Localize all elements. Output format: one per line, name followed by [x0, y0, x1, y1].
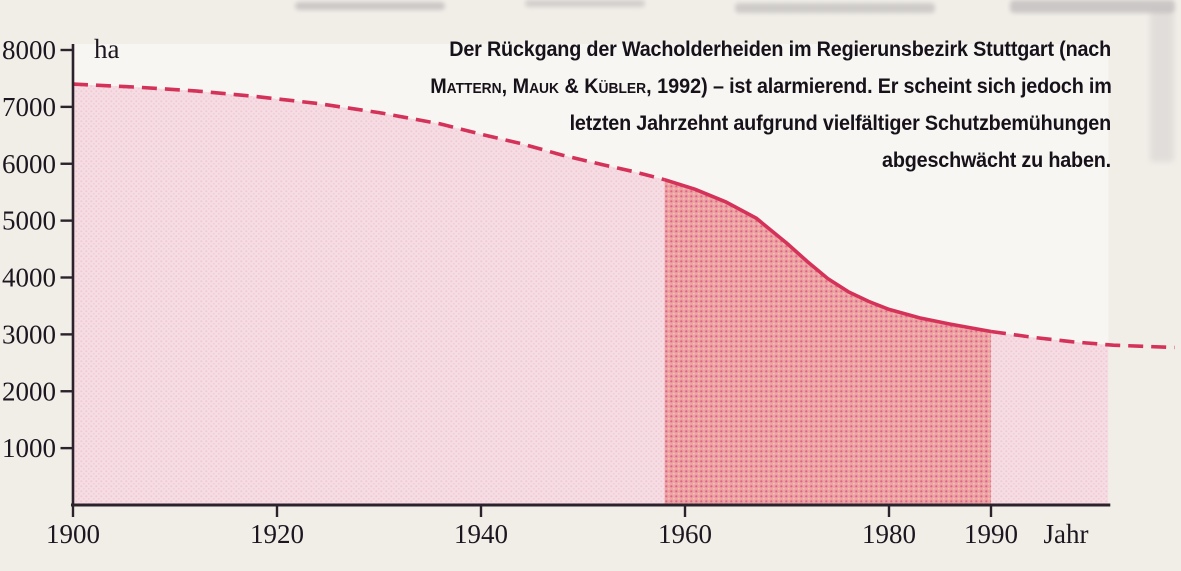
x-tick-label: 1980: [862, 519, 916, 549]
x-tick-label: 1940: [454, 519, 508, 549]
x-tick-label: 1960: [658, 519, 712, 549]
caption-text: Der Rückgang der Wacholderheiden im Regi…: [371, 31, 1112, 179]
caption-line-1: Der Rückgang der Wacholderheiden im Regi…: [449, 37, 1111, 61]
y-tick-label: 4000: [2, 263, 56, 293]
x-axis-unit-label: Jahr: [1044, 519, 1089, 549]
y-tick-label: 2000: [2, 376, 56, 406]
y-tick-label: 7000: [2, 92, 56, 122]
area-fill-light-1990-2002: [991, 331, 1109, 505]
caption-line-3: letzten Jahrzehnt aufgrund vielfältiger …: [569, 111, 1112, 135]
curve-pre-1958-dashed: [72, 82, 666, 182]
x-tick-label: 1920: [250, 519, 304, 549]
curve-solid-1958-1990: [664, 177, 992, 334]
area-fill-dark-1958-1990: [664, 179, 991, 505]
y-tick-label: 6000: [2, 149, 56, 179]
y-tick-label: 5000: [2, 206, 56, 236]
y-axis-unit-label: ha: [94, 34, 120, 64]
caption-line-2: Mattern, Mauk & Kübler, 1992) – ist alar…: [430, 74, 1112, 98]
y-tick-label: 1000: [2, 433, 56, 463]
caption-authors: Mattern, Mauk & Kübler, 1992): [430, 74, 708, 98]
y-tick-label: 8000: [2, 35, 56, 65]
x-tick-label: 1900: [46, 519, 100, 549]
x-tick-label: 1990: [964, 519, 1018, 549]
curve-post-1990-dashed: [990, 329, 1175, 350]
area-fill-light-1900-1958: [73, 84, 665, 505]
caption-line-4: abgeschwächt zu haben.: [882, 148, 1111, 172]
y-tick-label: 3000: [2, 319, 56, 349]
